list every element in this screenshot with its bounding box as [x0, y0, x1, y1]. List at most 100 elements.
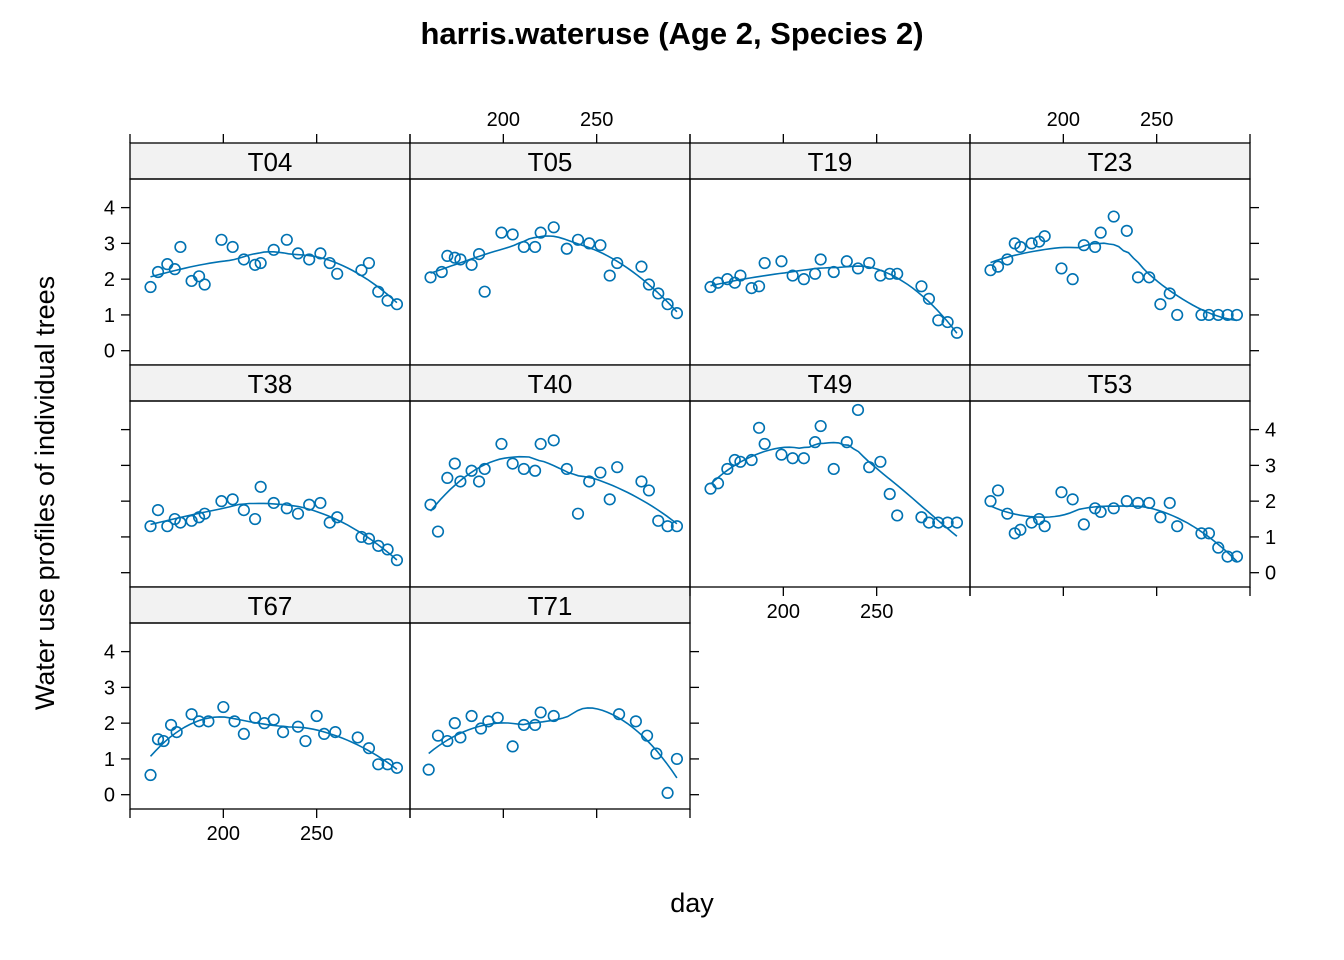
data-point [144, 768, 157, 782]
panel-T04: T04 [129, 142, 411, 366]
data-point [390, 761, 404, 774]
data-point [1171, 520, 1184, 533]
data-point [827, 265, 840, 279]
strip-label-T49: T49 [808, 369, 853, 399]
data-point [185, 708, 198, 721]
data-point [372, 758, 385, 771]
data-point [465, 709, 478, 723]
data-point [851, 262, 865, 275]
data-point [478, 285, 491, 298]
data-point [734, 455, 747, 468]
strip-label-T04: T04 [248, 147, 293, 177]
data-point [151, 503, 165, 517]
data-point [237, 503, 250, 517]
data-point [534, 226, 547, 239]
data-point [506, 457, 519, 470]
strip-T05 [409, 142, 691, 180]
y-tick-label: 4 [104, 198, 115, 220]
x-tick-label: 250 [860, 601, 893, 623]
data-point [254, 480, 267, 493]
data-point [1014, 523, 1027, 536]
strip-label-T67: T67 [248, 591, 293, 621]
panel-T05: T05 [409, 142, 691, 366]
data-point [984, 495, 997, 508]
data-point [1195, 527, 1208, 540]
data-point [441, 249, 454, 263]
data-point [547, 434, 560, 447]
panel-T53: T53 [969, 364, 1251, 588]
data-point [1077, 518, 1090, 531]
data-point [381, 543, 394, 556]
data-point [915, 280, 928, 293]
strip-label-T40: T40 [528, 369, 573, 399]
plot-frame-T40 [409, 400, 691, 588]
data-point [721, 273, 734, 286]
data-point [1107, 502, 1120, 515]
data-point [1066, 493, 1079, 506]
data-point [775, 448, 788, 461]
data-point [612, 708, 626, 721]
data-point [670, 520, 684, 533]
data-point [851, 403, 865, 417]
data-point [1038, 230, 1051, 243]
data-point [874, 455, 887, 468]
data-point [254, 256, 267, 270]
data-point [276, 725, 290, 739]
data-point [745, 281, 758, 295]
data-point [1107, 210, 1120, 223]
data-point [991, 484, 1005, 497]
data-point [814, 253, 827, 266]
data-point [652, 287, 665, 300]
y-tick-label: 0 [104, 341, 115, 363]
fit-line-T49 [709, 441, 958, 537]
data-point [144, 280, 157, 294]
data-point [758, 437, 771, 451]
data-point [465, 258, 478, 271]
data-point [280, 502, 293, 515]
plot-frame-T71 [409, 622, 691, 810]
data-point [424, 271, 437, 284]
data-point [454, 475, 467, 488]
data-point [650, 747, 663, 760]
data-point [571, 507, 585, 520]
data-point [571, 233, 585, 246]
data-point [734, 269, 747, 282]
data-point [1163, 496, 1176, 510]
data-point [1120, 224, 1133, 237]
data-point [267, 713, 280, 726]
y-tick-label: 0 [104, 785, 115, 807]
strip-label-T53: T53 [1088, 369, 1133, 399]
fit-line-T67 [149, 716, 398, 770]
y-tick-label: 4 [1265, 420, 1276, 442]
data-point [661, 520, 674, 533]
data-point [528, 464, 542, 477]
data-point [635, 475, 648, 488]
data-point [144, 520, 157, 533]
data-point [331, 267, 344, 280]
data-point [1094, 226, 1107, 239]
x-tick-label: 200 [487, 109, 520, 131]
data-point [528, 240, 542, 254]
data-point [441, 734, 454, 748]
y-tick-label: 2 [104, 713, 115, 735]
data-point [797, 273, 810, 286]
data-point [883, 487, 896, 501]
data-point [329, 725, 342, 739]
plot-frame-T05 [409, 178, 691, 366]
data-point [583, 237, 596, 250]
data-point [932, 314, 945, 327]
data-point [827, 462, 840, 476]
data-point [280, 233, 293, 246]
data-point [448, 251, 461, 264]
data-point [915, 511, 928, 524]
data-point [534, 437, 547, 451]
data-point [547, 709, 560, 723]
fit-line-T23 [990, 242, 1238, 322]
data-point [495, 437, 508, 451]
data-point [192, 270, 206, 283]
data-point [603, 269, 616, 282]
data-point [941, 315, 954, 329]
data-point [198, 278, 211, 291]
data-point [704, 482, 717, 495]
